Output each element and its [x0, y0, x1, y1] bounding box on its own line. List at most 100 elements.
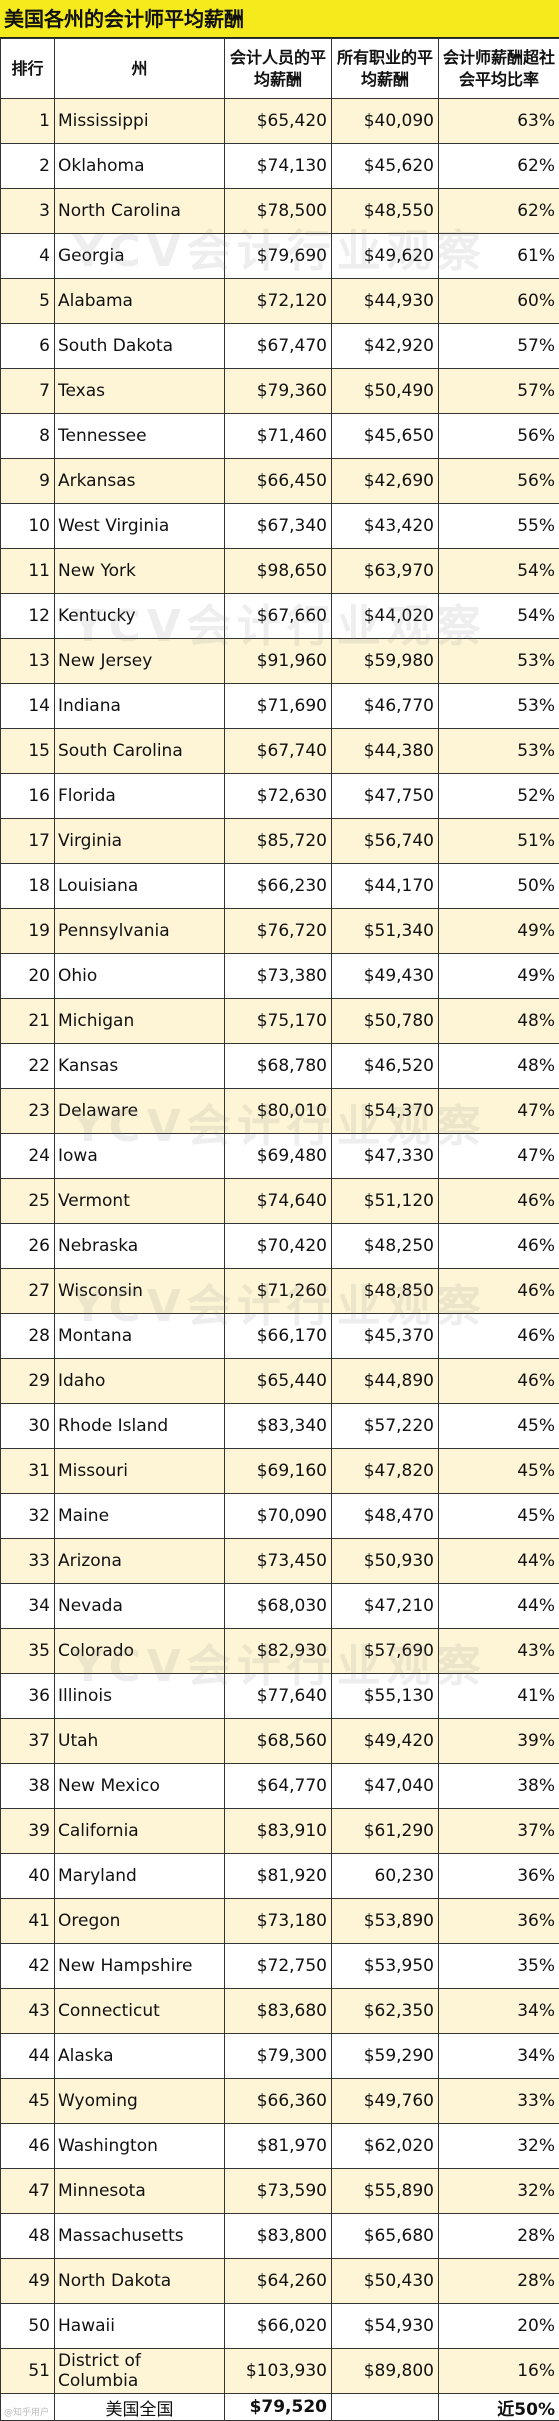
rank-cell: 3: [1, 189, 55, 234]
ratio-cell: 46%: [439, 1314, 559, 1359]
accountant-salary-cell: $83,340: [225, 1404, 332, 1449]
state-cell: Florida: [55, 774, 225, 819]
all-salary-cell: $50,490: [332, 369, 439, 414]
rank-cell: 42: [1, 1944, 55, 1989]
ratio-cell: 50%: [439, 864, 559, 909]
all-salary-cell: $47,210: [332, 1584, 439, 1629]
ratio-cell: 45%: [439, 1449, 559, 1494]
rank-cell: 38: [1, 1764, 55, 1809]
accountant-salary-cell: $71,690: [225, 684, 332, 729]
accountant-salary-cell: $83,910: [225, 1809, 332, 1854]
state-cell: Pennsylvania: [55, 909, 225, 954]
state-cell: Michigan: [55, 999, 225, 1044]
all-salary-cell: $65,680: [332, 2214, 439, 2259]
state-cell: Alaska: [55, 2034, 225, 2079]
all-salary-cell: $46,770: [332, 684, 439, 729]
state-cell: Idaho: [55, 1359, 225, 1404]
rank-cell: 10: [1, 504, 55, 549]
rank-cell: 35: [1, 1629, 55, 1674]
ratio-cell: 53%: [439, 639, 559, 684]
accountant-salary-cell: $76,720: [225, 909, 332, 954]
rank-cell: 41: [1, 1899, 55, 1944]
all-salary-cell: $57,220: [332, 1404, 439, 1449]
accountant-salary-cell: $71,260: [225, 1269, 332, 1314]
state-cell: Arkansas: [55, 459, 225, 504]
state-cell: Utah: [55, 1719, 225, 1764]
ratio-cell: 54%: [439, 549, 559, 594]
accountant-salary-cell: $72,750: [225, 1944, 332, 1989]
all-salary-cell: $62,020: [332, 2124, 439, 2169]
rank-cell: 23: [1, 1089, 55, 1134]
accountant-salary-cell: $71,460: [225, 414, 332, 459]
rank-cell: 2: [1, 144, 55, 189]
rank-cell: 14: [1, 684, 55, 729]
state-cell: Oklahoma: [55, 144, 225, 189]
rank-cell: 17: [1, 819, 55, 864]
accountant-salary-cell: $85,720: [225, 819, 332, 864]
accountant-salary-cell: $72,120: [225, 279, 332, 324]
state-cell: New York: [55, 549, 225, 594]
accountant-salary-cell: $68,780: [225, 1044, 332, 1089]
state-cell: Virginia: [55, 819, 225, 864]
ratio-cell: 35%: [439, 1944, 559, 1989]
all-salary-cell: $59,290: [332, 2034, 439, 2079]
ratio-cell: 44%: [439, 1584, 559, 1629]
ratio-cell: 34%: [439, 2034, 559, 2079]
accountant-salary-cell: $67,740: [225, 729, 332, 774]
accountant-salary-cell: $73,180: [225, 1899, 332, 1944]
ratio-cell: 57%: [439, 369, 559, 414]
header-all-salary: 所有职业的平均薪酬: [332, 39, 439, 99]
state-cell: Connecticut: [55, 1989, 225, 2034]
rank-cell: 18: [1, 864, 55, 909]
state-cell: Maine: [55, 1494, 225, 1539]
all-salary-cell: $50,930: [332, 1539, 439, 1584]
rank-cell: 24: [1, 1134, 55, 1179]
ratio-cell: 49%: [439, 954, 559, 999]
rank-cell: 36: [1, 1674, 55, 1719]
all-salary-cell: $49,420: [332, 1719, 439, 1764]
total-row: 美国全国 $79,520 近50%: [1, 2394, 559, 2421]
all-salary-cell: $45,650: [332, 414, 439, 459]
all-salary-cell: $49,430: [332, 954, 439, 999]
total-accountant-salary: $79,520: [225, 2394, 332, 2421]
ratio-cell: 34%: [439, 1989, 559, 2034]
ratio-cell: 16%: [439, 2349, 559, 2394]
all-salary-cell: $56,740: [332, 819, 439, 864]
state-cell: Iowa: [55, 1134, 225, 1179]
all-salary-cell: $45,370: [332, 1314, 439, 1359]
state-cell: Wisconsin: [55, 1269, 225, 1314]
all-salary-cell: $54,930: [332, 2304, 439, 2349]
all-salary-cell: $44,890: [332, 1359, 439, 1404]
all-salary-cell: $61,290: [332, 1809, 439, 1854]
all-salary-cell: $47,750: [332, 774, 439, 819]
rank-cell: 22: [1, 1044, 55, 1089]
ratio-cell: 32%: [439, 2169, 559, 2214]
state-cell: West Virginia: [55, 504, 225, 549]
accountant-salary-cell: $64,260: [225, 2259, 332, 2304]
ratio-cell: 36%: [439, 1854, 559, 1899]
accountant-salary-cell: $83,680: [225, 1989, 332, 2034]
rank-cell: 13: [1, 639, 55, 684]
accountant-salary-cell: $81,920: [225, 1854, 332, 1899]
all-salary-cell: $53,890: [332, 1899, 439, 1944]
rank-cell: 25: [1, 1179, 55, 1224]
rank-cell: 5: [1, 279, 55, 324]
state-cell: South Dakota: [55, 324, 225, 369]
accountant-salary-cell: $67,660: [225, 594, 332, 639]
